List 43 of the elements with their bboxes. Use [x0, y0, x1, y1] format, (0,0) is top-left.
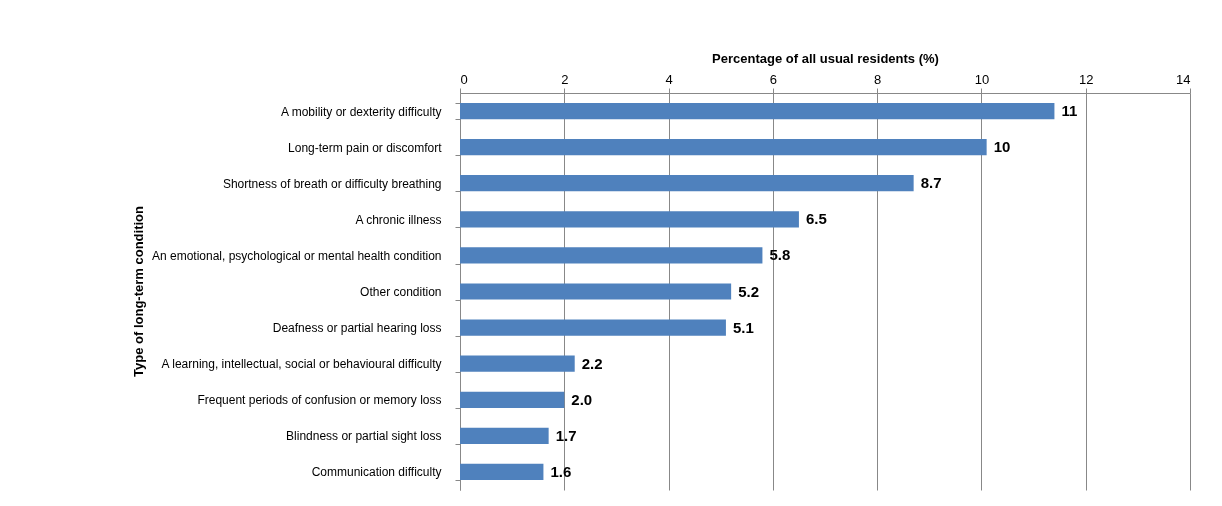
- data-label: 11: [1061, 102, 1078, 120]
- bar: [460, 139, 987, 156]
- bar: [460, 102, 1055, 120]
- bar: [460, 175, 914, 192]
- y-tick-label: A mobility or dexterity difficulty: [280, 104, 442, 119]
- bar: [460, 391, 565, 408]
- data-label: 2.0: [571, 390, 593, 408]
- bar: [460, 319, 726, 336]
- data-label: 5.8: [769, 246, 791, 264]
- data-label: 5.1: [732, 318, 754, 336]
- x-tick-label: 10: [974, 71, 990, 87]
- y-tick-label: An emotional, psychological or mental health condition: [151, 248, 442, 263]
- y-axis-title: Type of long-term condition: [130, 205, 146, 377]
- y-tick-label: Shortness of breath or difficulty breathing: [222, 176, 442, 191]
- x-tick-label: 14: [1176, 71, 1191, 87]
- y-tick-label: A learning, intellectual, social or behavioural difficulty: [161, 357, 442, 372]
- x-tick-label: 6: [769, 71, 777, 87]
- y-tick-label: Frequent periods of confusion or memory loss: [197, 393, 442, 408]
- data-label: 8.7: [920, 174, 942, 192]
- data-label: 1.7: [555, 426, 577, 444]
- bar: [460, 283, 732, 300]
- x-tick-label: 0: [460, 71, 468, 87]
- x-tick-label: 8: [874, 71, 882, 87]
- y-tick-label: Deafness or partial hearing loss: [272, 321, 442, 336]
- data-label: 5.2: [738, 282, 759, 300]
- data-label: 10: [993, 138, 1011, 156]
- y-tick-label: Long-term pain or discomfort: [288, 140, 443, 155]
- data-label: 6.5: [805, 210, 827, 228]
- bar: [460, 427, 549, 444]
- x-tick-label: 2: [561, 71, 569, 87]
- bar: [460, 211, 799, 228]
- x-axis-title: Percentage of all usual residents (%): [712, 50, 939, 66]
- y-tick-label: Blindness or partial sight loss: [286, 429, 442, 444]
- data-label: 1.6: [550, 462, 572, 480]
- x-tick-label: 4: [665, 71, 673, 87]
- bar: [460, 463, 544, 481]
- data-label: 2.2: [581, 354, 603, 372]
- x-tick-label: 12: [1078, 71, 1094, 87]
- bar: [460, 247, 763, 264]
- bar: [460, 355, 575, 372]
- y-tick-label: Communication difficulty: [311, 465, 442, 480]
- y-tick-label: Other condition: [360, 285, 442, 299]
- y-tick-label: A chronic illness: [355, 212, 442, 227]
